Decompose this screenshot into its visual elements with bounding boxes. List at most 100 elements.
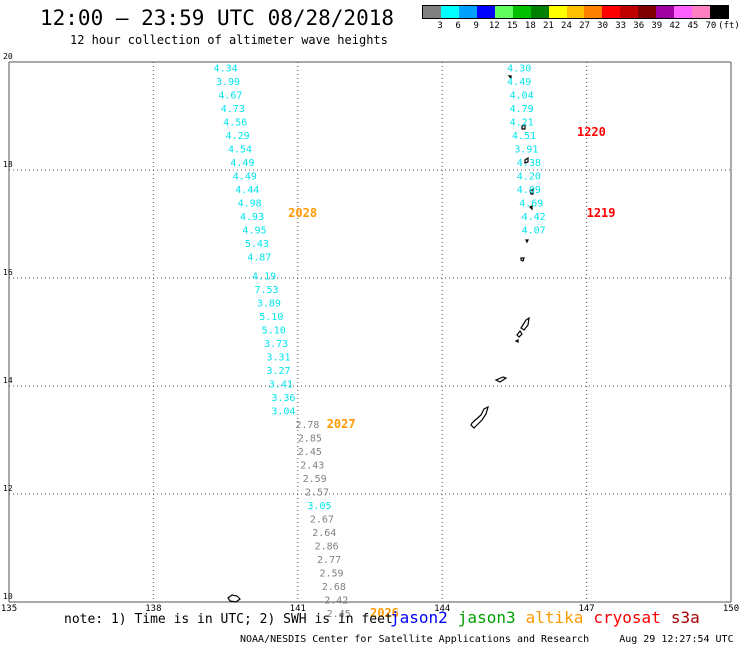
wave-height-value: 4.49 bbox=[507, 77, 531, 88]
color-swatch bbox=[674, 6, 693, 18]
page-title: 12:00 – 23:59 UTC 08/28/2018 bbox=[40, 6, 395, 30]
wave-height-value: 4.93 bbox=[240, 212, 264, 223]
wave-height-value: 2.86 bbox=[315, 541, 339, 552]
color-swatch bbox=[620, 6, 639, 18]
lat-tick-label: 12 bbox=[3, 484, 13, 493]
wave-height-value: 3.36 bbox=[271, 393, 295, 404]
color-swatch bbox=[476, 6, 495, 18]
color-swatch bbox=[692, 6, 710, 18]
color-swatch bbox=[584, 6, 603, 18]
satellite-legend: jason2 jason3 altika cryosat s3a bbox=[390, 608, 710, 627]
wave-height-value: 4.69 bbox=[519, 198, 543, 209]
wave-height-value: 4.95 bbox=[242, 225, 266, 236]
color-swatch bbox=[440, 6, 459, 18]
color-swatch bbox=[548, 6, 567, 18]
land-outlines bbox=[227, 75, 534, 603]
wave-height-value: 4.87 bbox=[247, 252, 271, 263]
wave-height-value: 3.89 bbox=[257, 298, 281, 309]
credit-footer: NOAA/NESDIS Center for Satellite Applica… bbox=[240, 634, 740, 645]
color-scale-label: 3 bbox=[437, 21, 443, 31]
wave-height-value: 4.19 bbox=[252, 271, 276, 282]
lon-tick-label: 141 bbox=[290, 604, 306, 614]
wave-height-value: 2.68 bbox=[322, 582, 346, 593]
map-grid bbox=[8, 61, 732, 603]
color-swatch bbox=[530, 6, 549, 18]
wave-height-value: 3.91 bbox=[514, 144, 538, 155]
color-swatch bbox=[458, 6, 477, 18]
wave-height-value: 4.67 bbox=[218, 90, 242, 101]
wave-height-value: 4.98 bbox=[238, 198, 262, 209]
island-sarigan bbox=[520, 257, 525, 262]
color-swatch bbox=[512, 6, 531, 18]
wave-height-value: 4.54 bbox=[228, 144, 252, 155]
wave-height-value: 5.10 bbox=[259, 312, 283, 323]
wave-height-value: 4.30 bbox=[507, 63, 531, 74]
island-alamagan bbox=[528, 205, 533, 211]
wave-height-value: 2.43 bbox=[300, 460, 324, 471]
wave-height-value: 2.59 bbox=[319, 568, 343, 579]
lat-tick-label: 18 bbox=[3, 160, 13, 169]
wave-height-value: 4.51 bbox=[512, 131, 536, 142]
lon-tick-label: 135 bbox=[1, 604, 17, 614]
wave-height-value: 4.49 bbox=[233, 171, 257, 182]
island-tinian bbox=[516, 329, 523, 338]
color-swatch bbox=[602, 6, 621, 18]
island-southwest bbox=[227, 594, 241, 603]
color-scale-label: 42 bbox=[669, 21, 681, 31]
page-subtitle: 12 hour collection of altimeter wave hei… bbox=[70, 33, 388, 47]
wave-height-value: 4.44 bbox=[235, 185, 259, 196]
axis-labels: 20 18 16 14 12 10 135 138 141 144 147 150 bbox=[1, 52, 739, 614]
lon-tick-label: 150 bbox=[723, 604, 739, 614]
lat-tick-label: 10 bbox=[3, 592, 13, 601]
color-swatch bbox=[656, 6, 675, 18]
wave-height-value: 4.29 bbox=[226, 131, 250, 142]
wave-height-value: 3.04 bbox=[271, 406, 295, 417]
color-scale-label: 30 bbox=[597, 21, 608, 31]
pass-number: 1219 bbox=[587, 206, 616, 220]
island-agrihan bbox=[524, 156, 529, 164]
wave-height-value: 4.34 bbox=[214, 63, 238, 74]
color-scale-label: 21 bbox=[542, 21, 554, 31]
pass-number: 2026 bbox=[370, 606, 399, 620]
wave-height-value: 2.45 bbox=[327, 609, 351, 620]
color-scale-label: 18 bbox=[524, 21, 536, 31]
wave-height-value: 3.73 bbox=[264, 339, 288, 350]
wave-height-value: 4.56 bbox=[223, 117, 247, 128]
color-scale-label: 6 bbox=[455, 21, 461, 31]
lat-tick-label: 20 bbox=[3, 52, 13, 61]
wave-height-value: 3.31 bbox=[266, 352, 290, 363]
wave-height-value: 3.99 bbox=[216, 77, 240, 88]
island-pagan bbox=[529, 187, 534, 195]
wave-height-value: 2.64 bbox=[312, 528, 336, 539]
wave-height-value: 4.09 bbox=[517, 185, 541, 196]
wave-height-value: 4.49 bbox=[230, 158, 254, 169]
color-scale-label: 24 bbox=[561, 21, 572, 31]
lon-tick-label: 144 bbox=[434, 604, 450, 614]
color-scale-label: 9 bbox=[473, 21, 479, 31]
color-swatch bbox=[710, 6, 728, 18]
lat-tick-label: 16 bbox=[3, 268, 13, 277]
wave-height-value: 5.43 bbox=[245, 239, 269, 250]
legend-s3a: s3a bbox=[670, 608, 700, 627]
wave-height-value: 7.53 bbox=[254, 285, 278, 296]
color-scale-label: 36 bbox=[633, 21, 645, 31]
island-saipan bbox=[520, 316, 530, 331]
wave-height-value: 4.73 bbox=[221, 104, 245, 115]
lat-tick-label: 14 bbox=[3, 376, 13, 385]
color-scale-label: 70 bbox=[705, 21, 717, 31]
wave-height-value: 4.20 bbox=[517, 171, 541, 182]
wave-height-value: 2.85 bbox=[298, 433, 322, 444]
island-rota bbox=[494, 376, 508, 383]
wave-height-value: 2.78 bbox=[295, 420, 319, 431]
wave-height-value: 2.42 bbox=[324, 595, 348, 606]
wave-height-value: 2.45 bbox=[298, 447, 322, 458]
color-swatch bbox=[494, 6, 513, 18]
credit-text: NOAA/NESDIS Center for Satellite Applica… bbox=[240, 634, 590, 645]
island-anatahan bbox=[525, 239, 529, 244]
legend-jason3: jason3 bbox=[457, 608, 516, 627]
wave-height-value: 2.77 bbox=[317, 555, 341, 566]
wave-height-value: 5.10 bbox=[262, 325, 286, 336]
color-scale-label: 33 bbox=[615, 21, 627, 31]
wave-height-value: 2.59 bbox=[303, 474, 327, 485]
